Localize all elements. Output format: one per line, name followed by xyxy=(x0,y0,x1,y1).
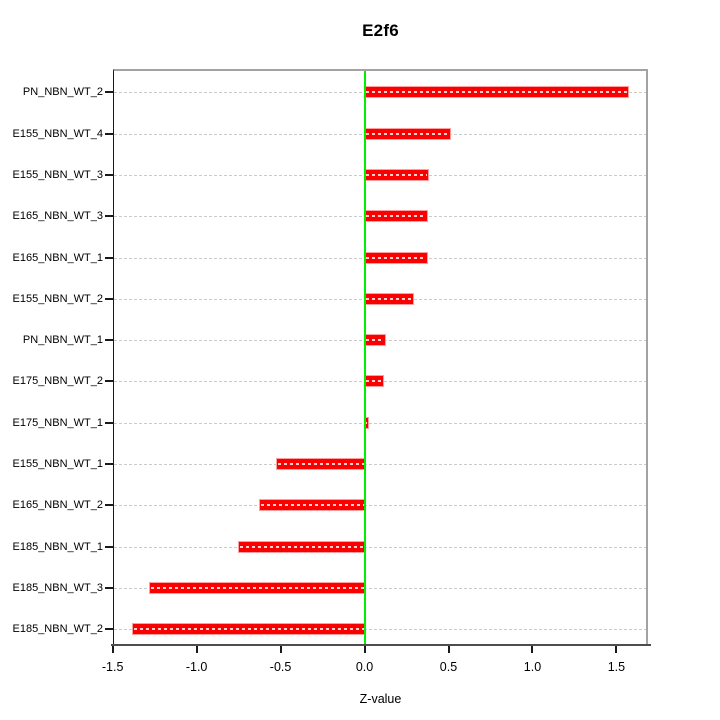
row-grid-line xyxy=(114,588,646,590)
y-axis-tick xyxy=(105,380,113,383)
y-axis-category-label: E155_NBN_WT_2 xyxy=(12,292,104,305)
data-bar xyxy=(364,211,427,222)
x-axis-tick-label: 0.0 xyxy=(355,660,374,674)
x-axis-tick xyxy=(615,646,618,653)
y-axis-tick xyxy=(105,256,113,259)
row-grid-line xyxy=(114,629,646,631)
x-axis-tick xyxy=(363,646,366,653)
y-axis-category-label: PN_NBN_WT_1 xyxy=(22,334,103,347)
data-bar xyxy=(364,252,427,263)
bar-dash-overlay xyxy=(261,504,364,507)
bar-dash-overlay xyxy=(365,215,426,218)
data-bar xyxy=(149,583,365,594)
y-axis-category-label: E155_NBN_WT_3 xyxy=(12,168,104,181)
y-axis-tick xyxy=(105,463,113,466)
data-bar xyxy=(364,293,414,304)
x-axis-line xyxy=(111,644,651,646)
data-bar xyxy=(364,335,385,346)
y-axis-tick xyxy=(105,91,113,94)
x-axis-tick-label: 1.0 xyxy=(523,660,542,674)
x-axis-label: Z-value xyxy=(359,692,402,706)
y-axis-category-label: E175_NBN_WT_1 xyxy=(12,416,104,429)
bar-dash-overlay xyxy=(365,91,628,94)
y-axis-tick xyxy=(105,587,113,590)
x-axis-tick xyxy=(111,646,114,653)
row-grid-line xyxy=(114,464,646,466)
row-grid-line xyxy=(114,546,646,548)
y-axis-category-label: E165_NBN_WT_2 xyxy=(12,499,104,512)
x-axis-tick-label: 1.5 xyxy=(607,660,626,674)
y-axis-tick xyxy=(105,504,113,507)
y-axis-tick xyxy=(105,421,113,424)
y-axis-tick xyxy=(105,628,113,631)
y-axis-tick xyxy=(105,173,113,176)
zero-line xyxy=(363,70,366,645)
y-axis-tick xyxy=(105,545,113,548)
y-axis-category-label: E165_NBN_WT_3 xyxy=(12,210,104,223)
data-bar xyxy=(260,500,365,511)
x-axis-tick-label: 0.5 xyxy=(439,660,458,674)
y-axis-tick xyxy=(105,339,113,342)
data-bar xyxy=(364,169,429,180)
y-axis-tick xyxy=(105,297,113,300)
bar-dash-overlay xyxy=(365,339,384,342)
data-bar xyxy=(364,376,384,387)
y-axis-category-label: E155_NBN_WT_4 xyxy=(12,127,104,140)
y-axis-tick xyxy=(105,132,113,135)
data-bar xyxy=(364,417,368,428)
data-bar xyxy=(364,128,451,139)
row-grid-line xyxy=(114,422,646,424)
bar-dash-overlay xyxy=(365,173,428,176)
y-axis-category-label: E185_NBN_WT_3 xyxy=(12,582,104,595)
data-bar xyxy=(277,459,365,470)
bar-dash-overlay xyxy=(133,628,364,631)
bar-dash-overlay xyxy=(365,132,450,135)
row-grid-line xyxy=(114,505,646,507)
y-axis-category-label: E155_NBN_WT_1 xyxy=(12,458,104,471)
y-axis-category-label: PN_NBN_WT_2 xyxy=(22,86,103,99)
bar-dash-overlay xyxy=(365,421,367,424)
bar-dash-overlay xyxy=(239,545,364,548)
bar-dash-overlay xyxy=(365,297,413,300)
y-axis-category-label: E185_NBN_WT_1 xyxy=(12,540,104,553)
y-axis-tick xyxy=(105,215,113,218)
y-axis-category-label: E165_NBN_WT_1 xyxy=(12,251,104,264)
x-axis-tick xyxy=(531,646,534,653)
data-bar xyxy=(132,624,365,635)
x-axis-tick xyxy=(447,646,450,653)
bar-dash-overlay xyxy=(365,380,383,383)
data-bar xyxy=(238,541,365,552)
chart-title: E2f6 xyxy=(362,21,399,40)
bar-dash-overlay xyxy=(150,587,364,590)
x-axis-tick-label: -0.5 xyxy=(269,660,292,674)
bar-dash-overlay xyxy=(365,256,426,259)
bar-dash-overlay xyxy=(278,463,364,466)
plot-area-frame xyxy=(113,69,648,644)
x-axis-tick xyxy=(195,646,198,653)
y-axis-category-label: E175_NBN_WT_2 xyxy=(12,375,104,388)
y-axis-category-label: E185_NBN_WT_2 xyxy=(12,623,104,636)
x-axis-tick xyxy=(279,646,282,653)
x-axis-tick-label: -1.5 xyxy=(101,660,124,674)
x-axis-tick-label: -1.0 xyxy=(185,660,208,674)
data-bar xyxy=(364,87,629,98)
